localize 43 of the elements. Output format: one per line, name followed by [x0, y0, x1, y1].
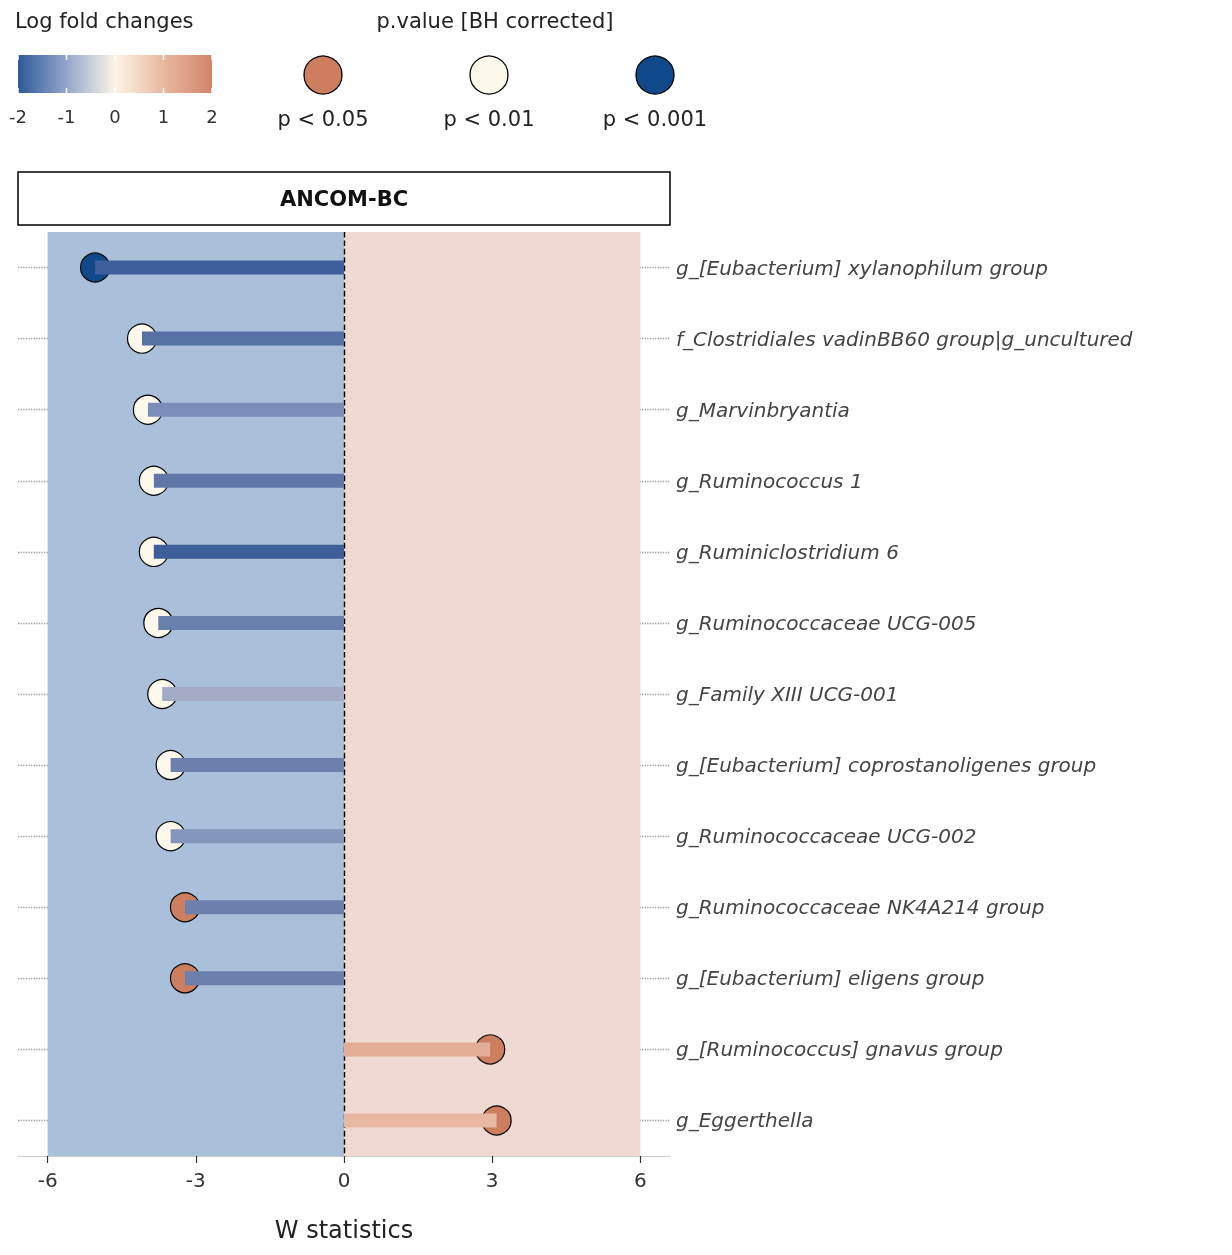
x-tick-label: -3 [185, 1168, 206, 1192]
y-tick-label: g_[Eubacterium] coprostanoligenes group [676, 753, 1097, 778]
color-bar-label: 2 [206, 105, 218, 127]
bar [141, 331, 344, 346]
bar [170, 829, 344, 844]
legend-label: p < 0.001 [602, 107, 708, 131]
color-bar-label: 1 [157, 105, 170, 127]
chart-title: ANCOM-BC [279, 187, 409, 211]
x-tick-label: 6 [634, 1168, 647, 1192]
x-tick-label: 0 [337, 1168, 351, 1192]
y-tick-label: g_[Ruminococcus] gnavus group [676, 1037, 1003, 1062]
y-tick-label: g_Marvinbryantia [676, 397, 850, 422]
bar [153, 544, 344, 559]
y-tick-label: g_Ruminococcaceae NK4A214 group [676, 895, 1045, 920]
x-axis-title: W statistics [274, 1216, 414, 1244]
color-bar-label: -2 [9, 105, 27, 127]
bar [170, 758, 344, 773]
bar [162, 687, 344, 701]
bar [184, 971, 344, 986]
y-tick-label: g_[Eubacterium] xylanophilum group [676, 255, 1048, 280]
color-bar-title: Log fold changes [15, 9, 194, 33]
bar [344, 1113, 497, 1128]
y-tick-label: g_Ruminiclostridium 6 [676, 539, 899, 564]
y-tick-label: g_Ruminococcaceae UCG-002 [676, 824, 977, 849]
legend-title: p.value [BH corrected] [376, 9, 614, 33]
bar [95, 260, 344, 275]
bar [184, 900, 344, 915]
bar [158, 615, 344, 630]
y-tick-label: g_Eggerthella [676, 1108, 814, 1133]
color-bar-label: -1 [57, 105, 76, 127]
y-tick-label: g_Ruminococcaceae UCG-005 [676, 610, 977, 635]
legend-label: p < 0.01 [443, 107, 535, 131]
bar [344, 1042, 491, 1057]
y-tick-label: g_Ruminococcus 1 [676, 468, 863, 493]
color-bar-label: 0 [109, 105, 121, 127]
y-tick-label: g_[Eubacterium] eligens group [676, 966, 985, 991]
x-tick-label: 3 [485, 1168, 499, 1192]
y-tick-label: g_Family XIII UCG-001 [676, 682, 899, 706]
legend-label: p < 0.05 [277, 107, 369, 131]
bar [153, 473, 344, 488]
y-tick-label: f_Clostridiales vadinBB60 group|g_uncultured [676, 326, 1133, 351]
bar [147, 402, 344, 417]
x-tick-label: -6 [37, 1168, 58, 1192]
